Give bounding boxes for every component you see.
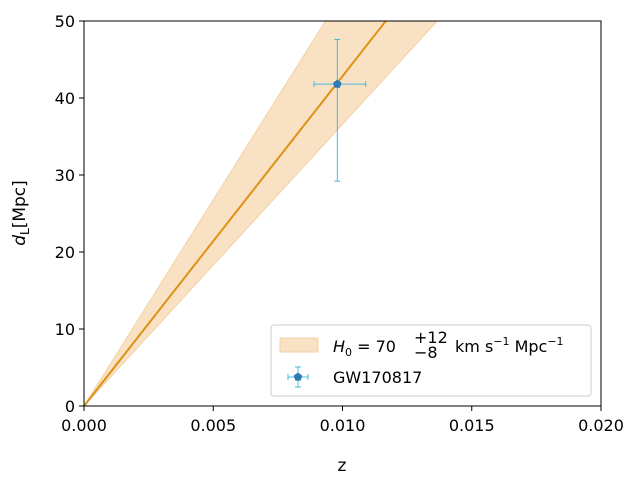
x-tick-label: 0.015 [449, 416, 495, 435]
legend-units-km: km s [455, 337, 493, 356]
legend-point-marker [293, 372, 303, 381]
legend-box [270, 324, 592, 397]
y-axis-label: dL[Mpc] [10, 180, 32, 246]
legend-h0-lower-error: −8 [414, 343, 438, 362]
x-tick-label: 0.005 [190, 416, 236, 435]
legend-h0-entry: H0 = 70 [333, 337, 396, 359]
y-axis-ticks: 0 10 20 30 40 50 [55, 12, 84, 416]
h0-confidence-band [84, 21, 438, 406]
legend-h0-upper-error: +12 [414, 328, 448, 347]
y-tick-label: 50 [55, 12, 75, 31]
gw170817-datapoint [313, 38, 367, 182]
y-tick-label: 30 [55, 166, 75, 185]
x-axis-label: z [338, 456, 347, 476]
x-tick-label: 0.000 [61, 416, 107, 435]
x-tick-label: 0.010 [320, 416, 366, 435]
legend-band-swatch [279, 337, 319, 353]
legend-units-exp1: −1 [493, 335, 509, 348]
x-axis-ticks: 0.000 0.005 0.010 0.015 0.020 [61, 406, 624, 435]
y-tick-label: 0 [65, 397, 75, 416]
legend-units-exp2: −1 [547, 335, 563, 348]
y-axis-label-main: d [10, 235, 30, 246]
x-tick-label: 0.020 [578, 416, 624, 435]
legend-h0-symbol: H [333, 337, 345, 356]
legend-h0-units: km s−1 Mpc−1 [455, 335, 564, 356]
legend-point-swatch [287, 366, 309, 388]
y-axis-label-unit: [Mpc] [10, 180, 30, 228]
legend-point-label: GW170817 [333, 368, 422, 387]
plot-area [84, 21, 438, 406]
legend: H0 = 70 +12 −8 km s−1 Mpc−1 GW170817 [270, 324, 592, 397]
y-tick-label: 10 [55, 320, 75, 339]
y-axis-label-sub: L [18, 228, 32, 235]
y-tick-label: 20 [55, 243, 75, 262]
legend-h0-subscript: 0 [345, 346, 352, 359]
y-tick-label: 40 [55, 89, 75, 108]
gw170817-marker [333, 79, 342, 88]
h0-central-line [84, 21, 388, 406]
legend-h0-value: = 70 [352, 337, 396, 356]
legend-units-mpc: Mpc [510, 337, 548, 356]
